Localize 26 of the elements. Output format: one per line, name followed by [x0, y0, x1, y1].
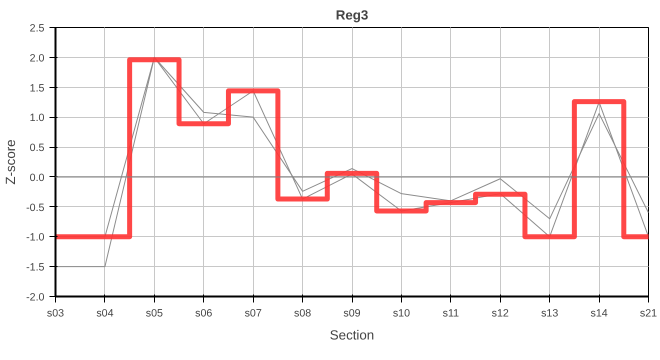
x-tick-label: s05 [146, 308, 163, 320]
y-tick-label: 2.5 [30, 22, 45, 34]
y-tick-label: -0.5 [26, 202, 45, 214]
x-tick-label: s03 [46, 308, 64, 320]
y-tick-label: -2.0 [26, 292, 45, 304]
y-tick-label: 0.5 [30, 142, 45, 154]
x-axis-title: Section [330, 328, 374, 342]
y-tick-label: 2.0 [30, 52, 45, 64]
x-tick-label: s21 [640, 308, 658, 320]
x-tick-label: s06 [195, 308, 212, 320]
x-tick-label: s11 [442, 308, 460, 320]
y-tick-label: 1.5 [30, 82, 45, 94]
x-tick-label: s07 [244, 308, 262, 320]
y-tick-label: 1.0 [30, 112, 45, 124]
y-tick-label: 0.0 [30, 172, 45, 184]
y-tick-label: -1.5 [26, 262, 45, 274]
x-tick-label: s04 [96, 308, 114, 320]
y-axis-title: Z-score [3, 139, 18, 185]
x-tick-label: s09 [343, 308, 361, 320]
x-tick-label: s13 [541, 308, 558, 320]
x-tick-label: s08 [294, 308, 312, 320]
y-tick-label: -1.0 [26, 232, 45, 244]
x-tick-label: s14 [590, 308, 608, 320]
x-tick-label: s12 [492, 308, 509, 320]
x-tick-label: s10 [392, 308, 410, 320]
chart-title: Reg3 [336, 8, 368, 22]
